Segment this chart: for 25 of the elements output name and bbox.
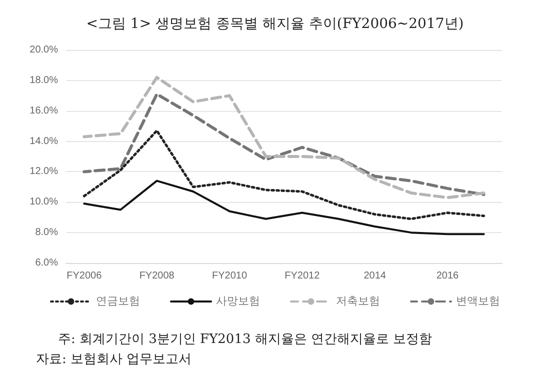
y-tick-label: 20.0% [30,44,58,56]
legend-label: 변액보험 [456,296,500,308]
text: 자료: 보험회사 업무보고서 [36,352,192,367]
line-series [82,76,486,200]
line-series [82,129,486,220]
y-tick-label: 8.0% [35,227,58,238]
legend-label: 연금보험 [96,296,140,308]
x-tick-label: FY2010 [212,270,248,282]
y-tick-label: 12.0% [30,166,58,178]
x-tick-label: 2014 [364,270,386,282]
y-tick-label: 16.0% [30,105,58,116]
y-tick-label: 6.0% [35,258,58,268]
legend-label: 사망보험 [216,296,260,308]
line-series [83,180,485,236]
x-tick-label: FY2008 [139,270,175,282]
chart-title: <그림 1> 생명보험 종목별 해지율 추이(FY2006~2017년) [86,16,464,32]
line-series [82,92,486,196]
legend-label: 저축보험 [336,296,380,308]
x-tick-label: 2016 [436,270,460,282]
y-tick-label: 14.0% [30,136,58,147]
x-tick-label: FY2006 [66,270,102,282]
text: 주: 회계기간이 3분기인 FY2013 해지율은 연간해지율로 보정함 [58,332,432,347]
y-tick-label: 10.0% [30,196,58,208]
x-tick-label: FY2012 [284,270,320,282]
y-tick-label: 18.0% [30,74,58,86]
